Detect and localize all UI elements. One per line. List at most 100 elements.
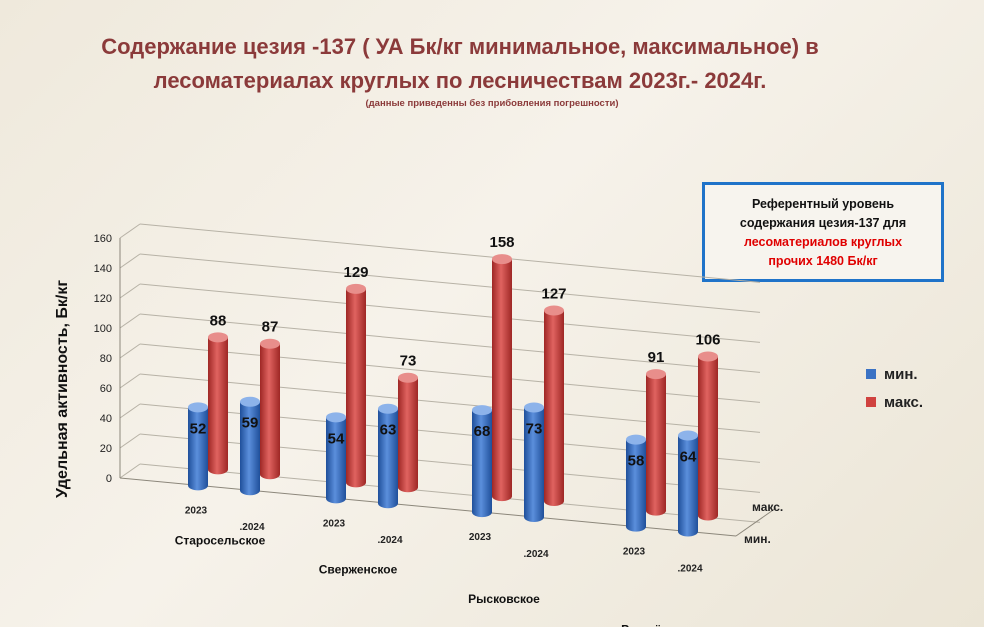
bar-max <box>698 351 718 521</box>
bar-min-body <box>626 439 646 527</box>
bar-min-cap <box>678 430 698 441</box>
gridline <box>139 283 761 343</box>
bar-min-base <box>378 498 398 509</box>
bar-max-cap <box>398 372 418 383</box>
bar-min <box>678 430 698 537</box>
data-label-min: 58 <box>628 453 645 470</box>
bar-min <box>626 434 646 532</box>
y-tick-label: 20 <box>100 443 112 455</box>
group-label: Рогачёвское <box>621 623 695 627</box>
bar-min-body <box>188 407 208 486</box>
bar-min <box>472 405 492 518</box>
gridline-side <box>119 373 141 389</box>
data-label-min: 63 <box>380 422 397 439</box>
data-label-min: 54 <box>328 430 345 447</box>
gridline <box>139 223 761 283</box>
group-label: Рысковское <box>468 592 540 606</box>
bar-max-base <box>646 505 666 516</box>
bar-max-cap <box>646 369 666 380</box>
gridline-side <box>119 283 141 299</box>
legend-label-min: мин. <box>884 366 918 383</box>
bar-max <box>398 372 418 493</box>
data-label-max: 127 <box>541 285 566 302</box>
y-tick-label: 120 <box>94 293 112 305</box>
gridline <box>139 403 761 463</box>
bar-max-base <box>398 482 418 493</box>
data-label-min: 59 <box>242 415 259 432</box>
bar-min-body <box>472 410 492 513</box>
legend-swatch-max <box>866 397 876 407</box>
bar-min-base <box>678 526 698 537</box>
y-tick-label: 0 <box>106 473 112 485</box>
data-label-max: 106 <box>695 331 720 348</box>
data-label-max: 129 <box>343 264 368 281</box>
bar-max-cap <box>260 338 280 349</box>
depth-label-min: мин. <box>744 532 771 546</box>
legend-item-max: макс. <box>866 394 923 411</box>
y-tick-label: 160 <box>94 233 112 245</box>
gridline-side <box>119 223 141 239</box>
y-tick-label: 60 <box>100 383 112 395</box>
legend-swatch-min <box>866 369 876 379</box>
data-label-min: 73 <box>526 420 543 437</box>
bar-max-base <box>346 477 366 488</box>
bar-max <box>208 332 228 475</box>
bar-max-base <box>544 495 564 506</box>
bar-min-cap <box>326 412 346 423</box>
bar-min-base <box>472 507 492 518</box>
bar-min-base <box>240 485 260 496</box>
gridline-side <box>119 343 141 359</box>
bar-min-cap <box>524 402 544 413</box>
gridline-side <box>119 463 141 479</box>
legend-item-min: мин. <box>866 366 918 383</box>
bar-max-body <box>698 356 718 516</box>
bar-max-body <box>260 343 280 475</box>
chart-subtitle: (данные приведенны без прибовления погре… <box>365 98 619 109</box>
data-label-min: 64 <box>680 448 697 465</box>
bar-max-cap <box>492 254 512 265</box>
bar-max-cap <box>346 283 366 294</box>
bar-min <box>240 396 260 496</box>
bar-min-body <box>240 401 260 491</box>
y-tick-label: 40 <box>100 413 112 425</box>
bar-max <box>544 305 564 506</box>
chart-title-line1: Содержание цезия -137 ( УА Бк/кг минимал… <box>101 34 819 59</box>
bar-min <box>326 412 346 504</box>
y-tick-label: 100 <box>94 323 112 335</box>
bar-min-base <box>188 480 208 491</box>
depth-axis-line <box>735 507 777 537</box>
data-label-max: 87 <box>262 319 279 336</box>
gridline <box>139 463 761 523</box>
x-tick-year: 2023 <box>623 547 646 558</box>
x-tick-year: 2023 <box>185 505 208 516</box>
reference-level-box: Референтный уровень содержания цезия-137… <box>702 182 944 282</box>
data-label-min: 52 <box>190 420 207 437</box>
bar-max-body <box>646 374 666 511</box>
data-label-max: 88 <box>210 312 227 329</box>
reference-line4: прочих 1480 Бк/кг <box>768 254 878 268</box>
bar-min-body <box>378 408 398 504</box>
bar-max-body <box>544 310 564 501</box>
y-tick-label: 140 <box>94 263 112 275</box>
bar-min-base <box>524 511 544 522</box>
bar-max <box>492 254 512 502</box>
bar-max <box>260 338 280 480</box>
group-label: Сверженское <box>319 562 398 576</box>
bar-min-cap <box>472 405 492 416</box>
gridline <box>139 313 761 373</box>
data-label-max: 91 <box>648 349 665 366</box>
bar-max-body <box>492 259 512 497</box>
group-label: Старосельское <box>175 533 266 547</box>
x-tick-year: .2024 <box>523 549 548 560</box>
bar-max-base <box>208 464 228 475</box>
gridline-side <box>119 433 141 449</box>
x-tick-year: 2023 <box>323 518 346 529</box>
bar-max-body <box>398 377 418 488</box>
data-label-max: 73 <box>400 353 417 370</box>
gridline-side <box>119 403 141 419</box>
bar-max <box>646 369 666 516</box>
bar-max <box>346 283 366 488</box>
legend-label-max: макс. <box>884 394 924 411</box>
